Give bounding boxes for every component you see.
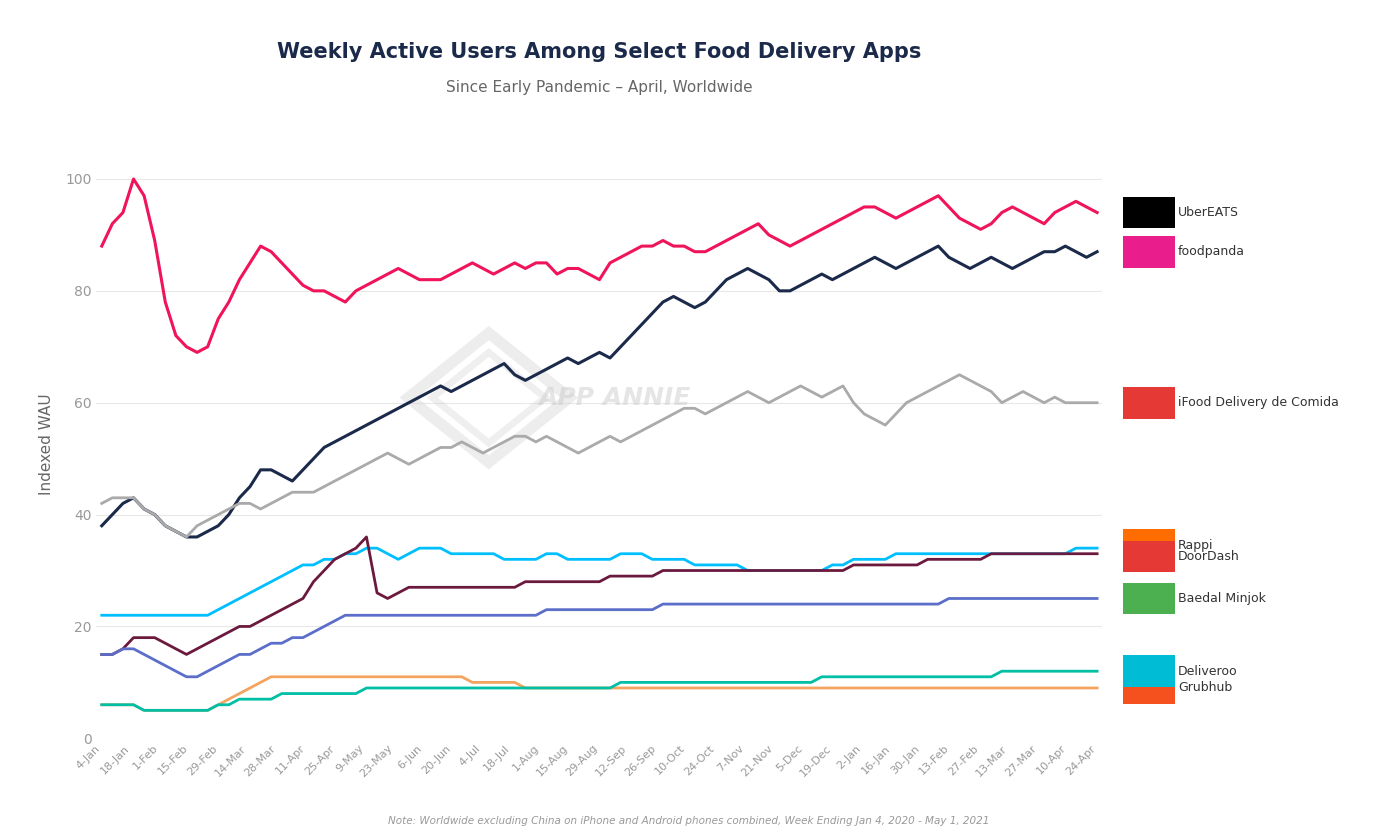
- Text: Note: Worldwide excluding China on iPhone and Android phones combined, Week Endi: Note: Worldwide excluding China on iPhon…: [389, 816, 989, 826]
- Text: Rappi: Rappi: [1178, 539, 1214, 552]
- Text: Grubhub: Grubhub: [1178, 681, 1232, 695]
- Text: DoorDash: DoorDash: [1178, 550, 1240, 563]
- Text: Baedal Minjok: Baedal Minjok: [1178, 592, 1266, 605]
- Y-axis label: Indexed WAU: Indexed WAU: [39, 393, 54, 496]
- Text: foodpanda: foodpanda: [1178, 245, 1246, 258]
- Text: APP ANNIE: APP ANNIE: [539, 386, 692, 409]
- Text: Weekly Active Users Among Select Food Delivery Apps: Weekly Active Users Among Select Food De…: [277, 42, 922, 62]
- Text: UberEATS: UberEATS: [1178, 206, 1239, 219]
- Text: Deliveroo: Deliveroo: [1178, 664, 1237, 678]
- Text: Since Early Pandemic – April, Worldwide: Since Early Pandemic – April, Worldwide: [446, 80, 752, 95]
- Text: iFood Delivery de Comida: iFood Delivery de Comida: [1178, 396, 1339, 409]
